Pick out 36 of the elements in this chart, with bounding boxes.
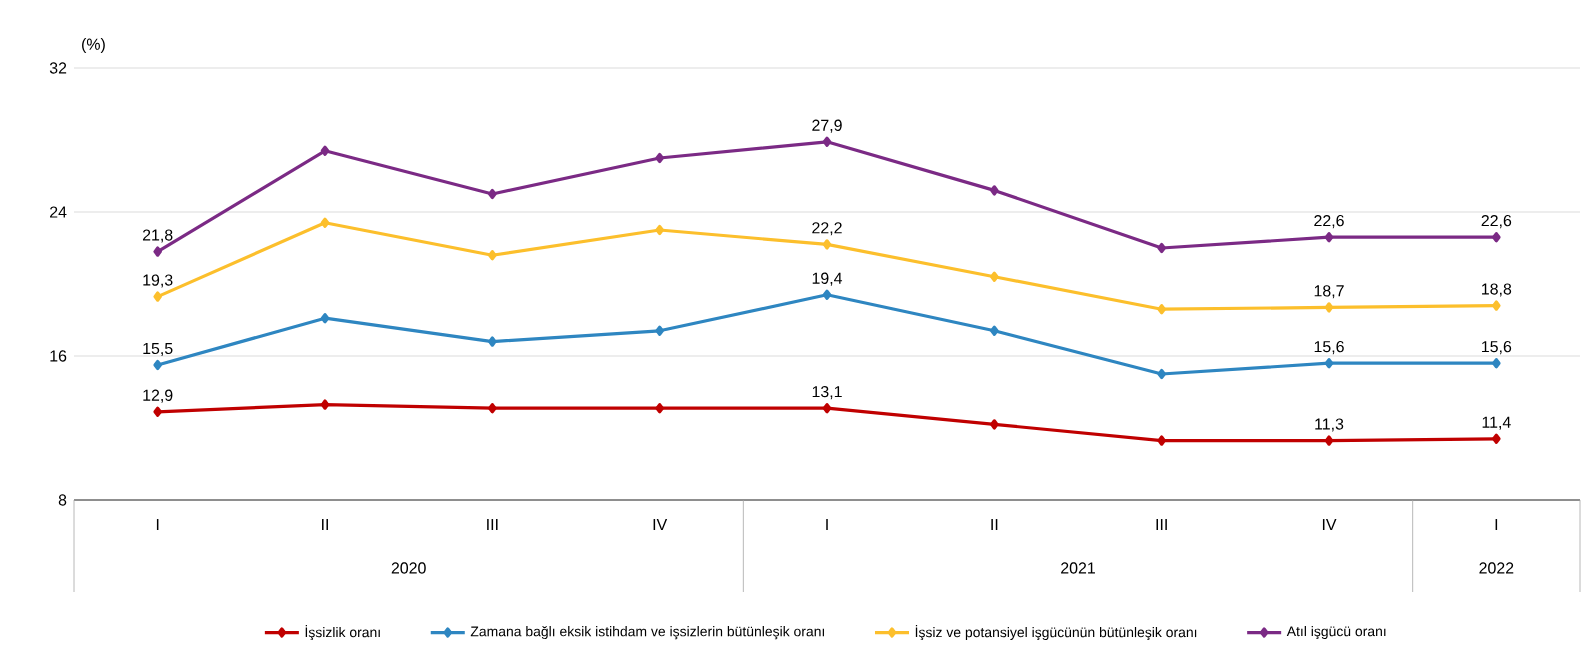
point [320,313,330,324]
point [320,399,330,410]
point [1324,232,1334,243]
point [488,403,497,414]
point [655,152,664,164]
point [1492,300,1501,311]
point [655,325,664,336]
point [488,336,497,347]
point [990,271,999,282]
point [1492,358,1501,369]
point [153,291,162,302]
point [1324,302,1334,313]
point [822,403,832,414]
point [822,289,832,300]
point [488,188,497,200]
point [822,136,832,147]
point [822,239,832,250]
point [655,403,664,414]
point [1157,368,1166,380]
point [153,406,162,417]
point [1324,435,1334,446]
point [1157,304,1166,315]
point [1157,242,1166,254]
point [655,224,664,236]
point [990,419,999,430]
point [1492,232,1501,243]
point [1157,435,1166,446]
point [320,145,330,156]
point [1492,433,1501,444]
point [990,325,999,336]
point [488,250,497,261]
point [320,217,330,228]
point [1324,358,1334,369]
point [153,359,162,371]
point [153,246,162,257]
point [990,185,999,196]
